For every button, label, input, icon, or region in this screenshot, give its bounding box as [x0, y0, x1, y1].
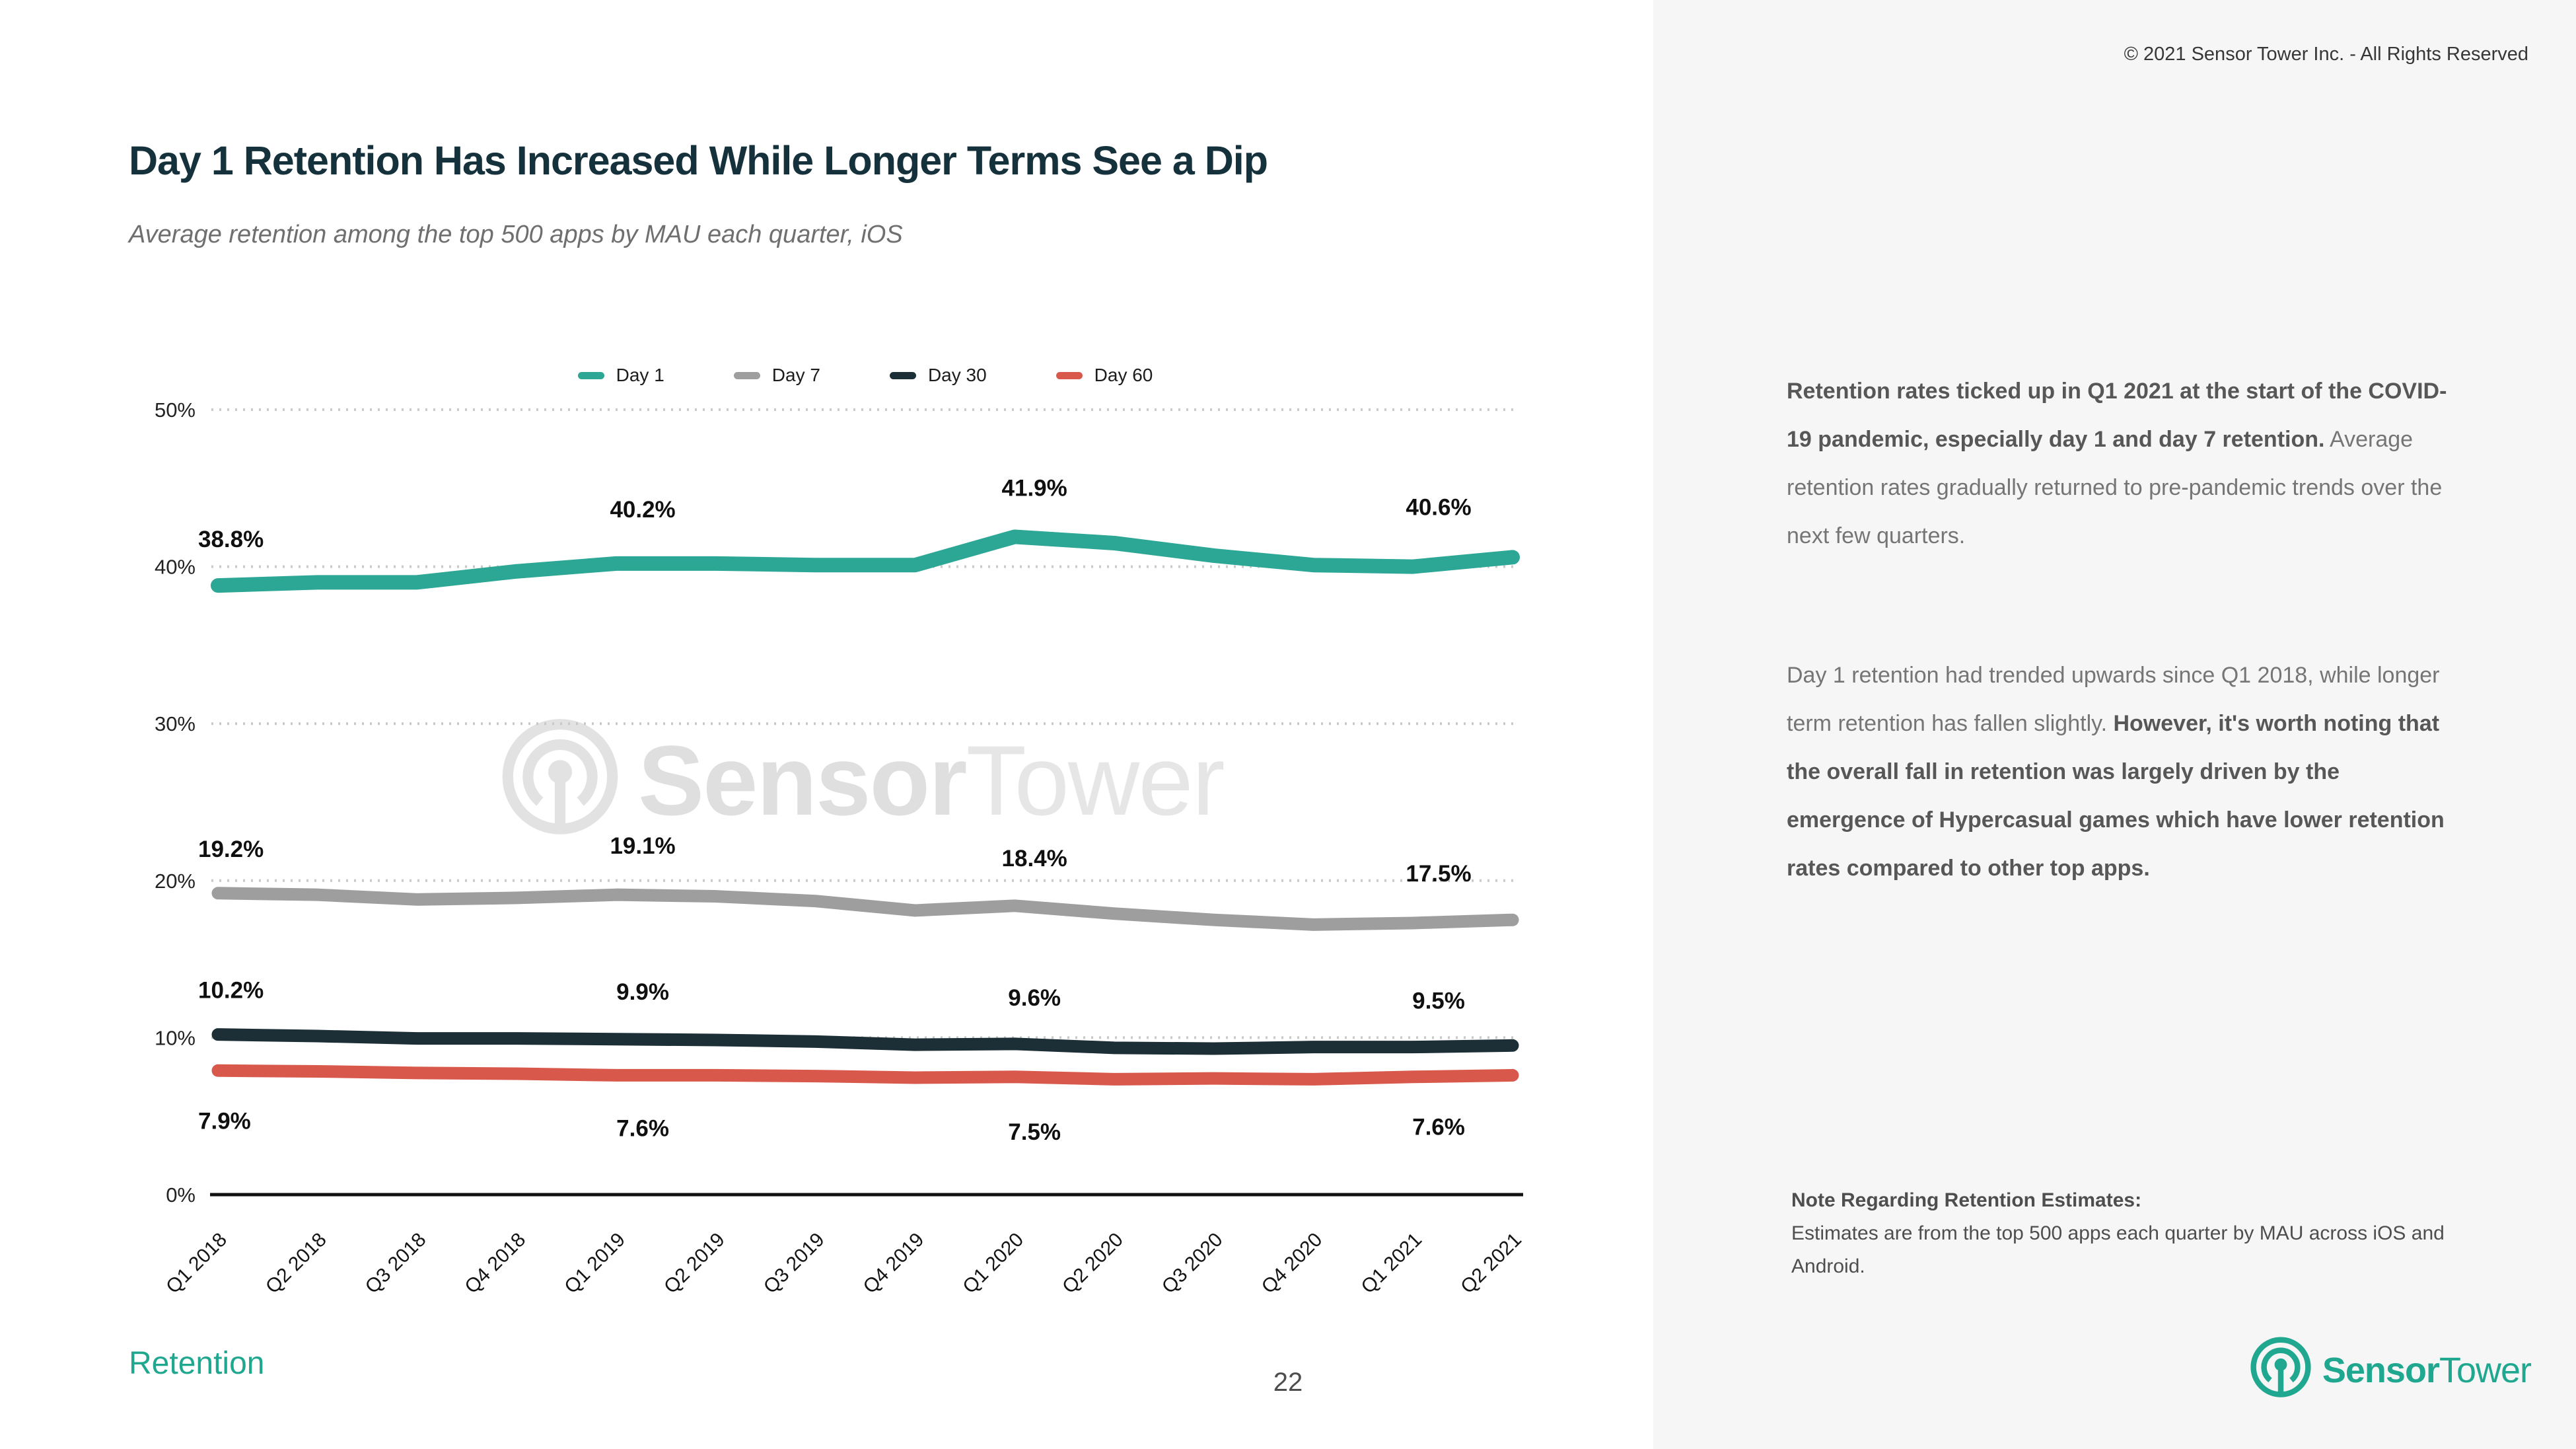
data-point-label: 17.5%	[1406, 861, 1471, 887]
retention-note: Note Regarding Retention Estimates: Esti…	[1791, 1184, 2505, 1283]
data-point-label: 9.6%	[1008, 985, 1061, 1011]
legend-swatch	[733, 371, 760, 379]
x-axis-tick-label: Q2 2019	[660, 1229, 729, 1298]
x-axis-tick-label: Q4 2018	[461, 1229, 530, 1298]
legend-swatch	[889, 371, 916, 379]
retention-line-chart: 0% 10% 20% 30% 40% 50% Q1 2018 Q2 2018 Q3 2018 Q4…	[155, 398, 1526, 1298]
data-point-label: 41.9%	[1002, 475, 1067, 501]
sidebar-panel	[1653, 0, 2576, 1449]
data-point-label: 7.6%	[1412, 1114, 1465, 1140]
series-line-day-1	[211, 529, 1520, 593]
y-axis-tick-label: 10%	[155, 1026, 196, 1049]
series-line-day-30	[211, 1028, 1519, 1055]
series-line-day-60	[211, 1064, 1519, 1086]
x-axis-tick-label: Q4 2019	[859, 1229, 929, 1298]
paragraph-segment: However, it's worth noting that the over…	[1787, 711, 2445, 881]
x-axis-tick-label: Q1 2021	[1357, 1229, 1426, 1298]
series-line-day-7	[211, 887, 1519, 931]
legend-item-day-7: Day 7	[733, 365, 820, 386]
data-point-label: 9.5%	[1412, 988, 1465, 1014]
chart-legend: Day 1 Day 7 Day 30 Day 60	[218, 365, 1513, 386]
legend-item-day-30: Day 30	[889, 365, 987, 386]
watermark-text: SensorTower	[638, 724, 1225, 838]
legend-swatch	[1055, 371, 1083, 379]
data-point-label: 7.6%	[616, 1115, 669, 1141]
data-point-label: 38.8%	[198, 527, 264, 552]
legend-label: Day 30	[927, 365, 987, 385]
x-axis-tick-label: Q3 2018	[361, 1229, 431, 1298]
data-point-label: 18.4%	[1002, 846, 1067, 872]
section-label: Retention	[129, 1346, 265, 1381]
data-point-label: 10.2%	[198, 978, 264, 1004]
data-point-label: 7.9%	[198, 1108, 251, 1134]
data-point-label: 19.2%	[198, 836, 264, 862]
page-title: Day 1 Retention Has Increased While Long…	[129, 138, 1268, 183]
paragraph-segment: Day 1 retention had trended upwards sinc…	[1787, 663, 2440, 736]
y-axis-tick-label: 20%	[155, 870, 196, 893]
sensor-tower-logo-icon	[2250, 1333, 2312, 1407]
x-axis-tick-label: Q1 2019	[560, 1229, 629, 1298]
x-axis-tick-label: Q3 2020	[1158, 1229, 1227, 1298]
x-axis-tick-label: Q2 2021	[1456, 1229, 1526, 1298]
x-axis-tick-label: Q3 2019	[760, 1229, 829, 1298]
data-point-label: 7.5%	[1008, 1119, 1061, 1145]
y-axis-tick-label: 30%	[155, 712, 196, 735]
data-point-label: 40.2%	[610, 497, 675, 523]
legend-label: Day 7	[771, 365, 820, 385]
y-axis-tick-label: 50%	[155, 398, 196, 422]
x-axis-tick-label: Q2 2020	[1058, 1229, 1127, 1298]
x-axis-tick-label: Q2 2018	[262, 1229, 331, 1298]
sensor-tower-logo: SensorTower	[2250, 1333, 2532, 1407]
page-subtitle: Average retention among the top 500 apps…	[129, 221, 903, 248]
logo-brand-bold: Sensor	[2322, 1350, 2440, 1390]
y-axis-tick-label: 0%	[166, 1183, 196, 1207]
x-axis-tick-label: Q4 2020	[1258, 1229, 1327, 1298]
note-body: Estimates are from the top 500 apps each…	[1791, 1222, 2445, 1277]
legend-label: Day 1	[616, 365, 664, 385]
note-title: Note Regarding Retention Estimates:	[1791, 1189, 2142, 1211]
copyright-text: © 2021 Sensor Tower Inc. - All Rights Re…	[2124, 44, 2528, 65]
sidebar-paragraph-1: Retention rates ticked up in Q1 2021 at …	[1787, 367, 2454, 560]
x-axis-tick-label: Q1 2018	[162, 1229, 231, 1298]
sidebar-paragraph-2: Day 1 retention had trended upwards sinc…	[1787, 651, 2454, 893]
data-point-label: 19.1%	[610, 833, 675, 859]
watermark-brand-bold: Sensor	[638, 725, 968, 836]
data-point-label: 40.6%	[1406, 494, 1471, 520]
legend-item-day-1: Day 1	[577, 365, 664, 386]
paragraph-segment: Retention rates ticked up in Q1 2021 at …	[1787, 379, 2447, 452]
y-axis-tick-label: 40%	[155, 556, 196, 579]
sensor-tower-logo-text: SensorTower	[2322, 1350, 2532, 1391]
legend-label: Day 60	[1094, 365, 1153, 385]
watermark: SensorTower	[501, 712, 1225, 849]
paragraph-segment: Average retention rates gradually return…	[1787, 427, 2443, 548]
legend-item-day-60: Day 60	[1055, 365, 1153, 386]
watermark-logo-icon	[501, 712, 620, 849]
legend-swatch	[577, 371, 604, 379]
watermark-brand-light: Tower	[966, 725, 1225, 836]
x-axis-tick-label: Q1 2020	[958, 1229, 1028, 1298]
logo-brand-light: Tower	[2439, 1350, 2532, 1390]
data-point-label: 9.9%	[616, 979, 669, 1005]
